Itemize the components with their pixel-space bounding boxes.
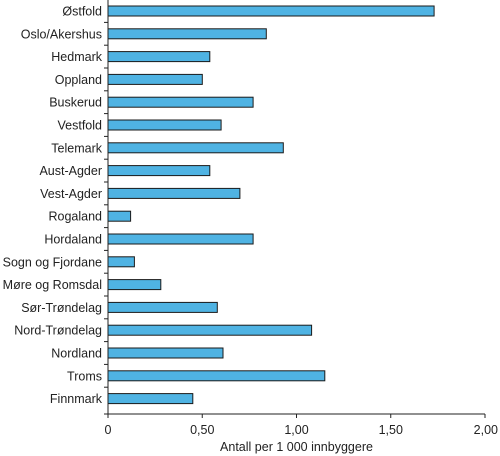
bar-buskerud: [107, 96, 254, 108]
category-label-sor-trondelag: Sør-Trøndelag: [21, 301, 102, 315]
category-label-more-og-romsdal: Møre og Romsdal: [3, 278, 102, 292]
bar-oppland: [107, 73, 203, 85]
bar-sogn-og-fjordane: [107, 256, 135, 268]
category-label-troms: Troms: [67, 369, 102, 383]
bar-hedmark: [107, 51, 211, 63]
category-label-nordland: Nordland: [51, 347, 102, 361]
bar-more-og-romsdal: [107, 279, 162, 291]
bar-nord-trondelag: [107, 324, 313, 336]
bar-rogaland: [107, 210, 132, 222]
bar-nordland: [107, 347, 224, 359]
bar-aust-agder: [107, 165, 211, 177]
x-tick-label: 1,00: [284, 423, 308, 437]
category-label-hedmark: Hedmark: [51, 50, 102, 64]
category-label-telemark: Telemark: [51, 141, 102, 155]
category-label-nord-trondelag: Nord-Trøndelag: [14, 324, 102, 338]
category-label-hordaland: Hordaland: [44, 233, 102, 247]
bars-group: [107, 5, 435, 405]
x-tick-label: 0: [105, 423, 112, 437]
category-label-buskerud: Buskerud: [49, 96, 102, 110]
category-labels: Østfold Oslo/Akershus Hedmark Oppland Busker…: [3, 5, 103, 407]
bar-vest-agder: [107, 187, 241, 199]
category-label-finnmark: Finnmark: [50, 392, 103, 406]
bar-finnmark: [107, 393, 194, 405]
category-label-rogaland: Rogaland: [48, 210, 102, 224]
category-label-oslo-akershus: Oslo/Akershus: [21, 27, 102, 41]
category-label-oppland: Oppland: [55, 73, 102, 87]
bar-telemark: [107, 142, 284, 154]
y-axis-ticks: [104, 21, 108, 415]
category-label-ostfold: Østfold: [62, 5, 102, 19]
x-tick-label: 1,50: [379, 423, 403, 437]
category-label-aust-agder: Aust-Agder: [39, 164, 102, 178]
category-label-vest-agder: Vest-Agder: [40, 187, 102, 201]
x-tick-label: 2,00: [474, 423, 498, 437]
x-tick-label: 0,50: [190, 423, 214, 437]
category-label-vestfold: Vestfold: [58, 119, 103, 133]
x-axis-ticks: 0 0,50 1,00 1,50 2,00: [105, 414, 498, 437]
bar-troms: [107, 370, 326, 382]
bar-sor-trondelag: [107, 301, 218, 313]
bar-oslo-akershus: [107, 28, 267, 40]
category-label-sogn-og-fjordane: Sogn og Fjordane: [3, 255, 102, 269]
bar-vestfold: [107, 119, 222, 131]
x-axis-title: Antall per 1 000 innbyggere: [220, 440, 373, 454]
bar-ostfold: [107, 5, 435, 17]
bar-hordaland: [107, 233, 254, 245]
